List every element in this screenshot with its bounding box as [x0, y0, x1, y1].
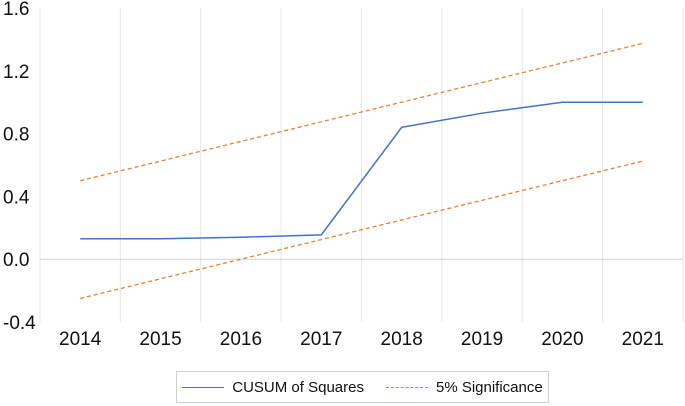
y-tick-label: 1.6: [3, 0, 29, 20]
x-tick-label: 2014: [59, 329, 102, 350]
x-tick-label: 2016: [220, 329, 262, 350]
series-line-upper-bound: [80, 42, 643, 182]
series-line-cusum: [80, 101, 643, 240]
x-tick-label: 2021: [622, 329, 664, 350]
cusum-chart: -0.4 0.0 0.4 0.8 1.2 1.6 2014 2015 2016 2017 2018 2…: [3, 0, 684, 350]
y-tick-label: 0.4: [3, 187, 30, 208]
y-tick-label: -0.4: [3, 313, 36, 334]
x-tick-label: 2017: [300, 329, 342, 350]
x-tick-label: 2020: [541, 329, 583, 350]
x-tick-label: 2019: [461, 329, 503, 350]
legend-item-significance: 5% Significance: [385, 378, 543, 396]
legend-swatch-cusum: [182, 386, 225, 388]
x-tick-label: 2015: [139, 329, 181, 350]
chart-legend: CUSUM of Squares 5% Significance: [176, 371, 549, 403]
legend-label-cusum: CUSUM of Squares: [232, 378, 364, 396]
legend-swatch-significance: [385, 386, 428, 388]
y-tick-label: 0.8: [3, 125, 29, 146]
legend-item-cusum: CUSUM of Squares: [182, 379, 364, 396]
x-tick-label: 2018: [381, 329, 423, 350]
y-tick-label: 1.2: [3, 62, 29, 83]
legend-label-significance: 5% Significance: [435, 378, 543, 396]
series-line-lower-bound: [80, 160, 643, 300]
y-tick-label: 0.0: [3, 250, 29, 271]
